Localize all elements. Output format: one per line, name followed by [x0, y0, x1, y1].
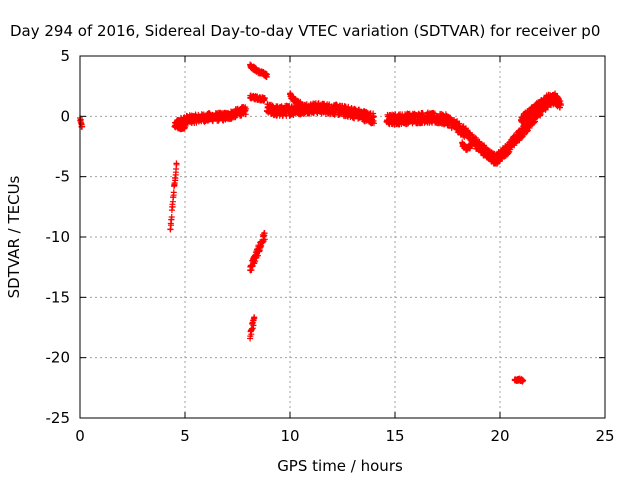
x-tick-label: 25 [595, 427, 614, 445]
series-segment [511, 375, 527, 385]
data-point [555, 95, 562, 102]
series-segment [263, 100, 377, 127]
y-tick-label: -20 [46, 349, 71, 367]
tick-labels: 0 5 10 15 20 25 5 0 -5 -10 -15 -20 -25 [46, 47, 615, 445]
data-point [242, 105, 249, 112]
y-tick-label: 5 [60, 47, 70, 65]
data-point [242, 111, 249, 118]
data-point [182, 122, 188, 128]
data-point [371, 120, 377, 127]
data-point [261, 236, 268, 243]
data-point [255, 252, 261, 259]
series-segment [171, 119, 188, 133]
data-point [261, 95, 268, 101]
data-point [537, 111, 544, 118]
data-points [77, 61, 564, 385]
data-point [170, 189, 177, 196]
y-tick-label: -10 [46, 228, 71, 246]
series-segment [167, 160, 180, 233]
data-point [297, 100, 304, 107]
data-point [531, 119, 538, 126]
data-point [261, 230, 268, 237]
series-segment [518, 91, 562, 126]
data-point [168, 214, 175, 220]
data-point [168, 222, 174, 229]
data-point [173, 161, 180, 168]
series-segment [247, 314, 258, 342]
plot-frame [79, 55, 606, 419]
x-tick-label: 10 [280, 427, 299, 445]
data-point [467, 141, 474, 148]
y-axis-label: SDTVAR / TECUs [5, 175, 23, 298]
series-segment [247, 92, 268, 104]
y-tick-label: -25 [46, 409, 71, 427]
data-point [169, 204, 176, 210]
y-tick-label: 0 [60, 107, 70, 125]
x-tick-label: 15 [385, 427, 404, 445]
series-segment [459, 139, 474, 153]
x-tick-label: 5 [180, 427, 190, 445]
series-segment [247, 61, 270, 80]
x-tick-label: 0 [75, 427, 85, 445]
x-tick-label: 20 [490, 427, 509, 445]
series-segment [77, 115, 86, 130]
x-axis-label: GPS time / hours [277, 457, 403, 475]
data-point [520, 377, 527, 384]
data-point [251, 314, 258, 321]
series-segment [383, 109, 499, 167]
data-point [263, 71, 270, 78]
series-segment [247, 230, 268, 274]
chart-title: Day 294 of 2016, Sidereal Day-to-day VTE… [10, 22, 600, 40]
y-tick-label: -5 [55, 168, 70, 186]
y-tick-label: -15 [46, 288, 71, 306]
series-segment [287, 90, 304, 109]
data-point [370, 113, 377, 120]
data-point [494, 160, 500, 167]
